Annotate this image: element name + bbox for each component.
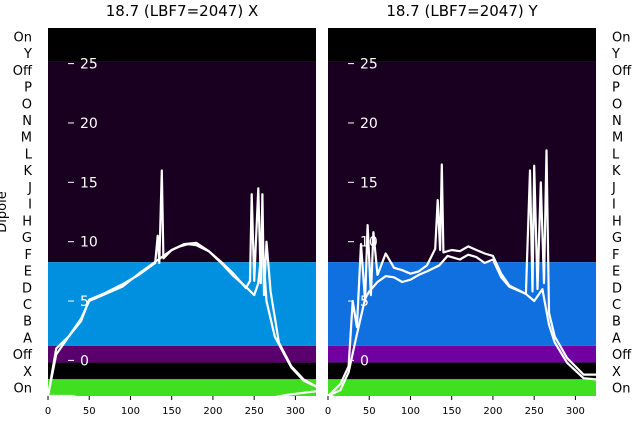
row-label: On (14, 382, 32, 397)
row-label: Y (23, 47, 32, 62)
row-label: O (22, 97, 32, 112)
row-label: C (23, 298, 32, 313)
row-label: H (22, 214, 32, 229)
row-label: D (22, 281, 32, 296)
row-label: M (612, 131, 623, 146)
row-label: I (28, 198, 32, 213)
overlay-tick-label: 10 (80, 235, 98, 251)
series-group (48, 169, 316, 396)
heatmap-band-5 (328, 362, 596, 380)
series-line-3 (328, 394, 336, 396)
x-tick-label: 150 (442, 406, 461, 417)
heatmap-band-6 (328, 379, 596, 396)
row-label: On (612, 382, 630, 397)
row-label: Off (13, 64, 33, 79)
row-label: F (612, 248, 619, 263)
row-label: J (611, 181, 616, 196)
row-label: B (23, 315, 32, 330)
series-group (328, 149, 596, 396)
series-line-1 (328, 253, 596, 396)
heatmap-band-1 (328, 28, 596, 62)
row-label: L (25, 147, 33, 162)
x-tick-label: 100 (121, 406, 140, 417)
row-label: E (24, 265, 32, 280)
x-tick-label: 50 (83, 406, 96, 417)
row-label: G (22, 231, 32, 246)
row-label: On (612, 30, 630, 45)
row-label: X (23, 365, 32, 380)
row-label: G (612, 231, 622, 246)
x-tick-label: 0 (325, 406, 331, 417)
overlay-tick-label: 20 (360, 116, 378, 132)
x-tick-label: 200 (483, 406, 502, 417)
row-label: E (612, 265, 620, 280)
row-label: F (25, 248, 32, 263)
y-axis-label: Dipole (0, 191, 10, 232)
row-label: On (14, 30, 32, 45)
row-label: C (612, 298, 621, 313)
chart-title: 18.7 (LBF7=2047) Y (386, 2, 538, 20)
x-tick-label: 200 (203, 406, 222, 417)
chart-title: 18.7 (LBF7=2047) X (106, 2, 258, 20)
x-tick-label: 250 (245, 406, 264, 417)
row-label: Off (612, 348, 632, 363)
heatmap-band-3 (48, 262, 316, 346)
x-tick-label: 100 (401, 406, 420, 417)
row-label: K (612, 164, 621, 179)
row-label: X (612, 365, 621, 380)
overlay-tick-label: 20 (80, 116, 98, 132)
x-tick-label: 150 (162, 406, 181, 417)
row-label: A (612, 331, 621, 346)
heatmap-band-2 (328, 61, 596, 263)
row-label: H (612, 214, 622, 229)
overlay-tick-label: 15 (80, 175, 98, 191)
heatmap-band-4 (48, 345, 316, 363)
series-line-2 (48, 169, 316, 396)
row-label: O (612, 97, 622, 112)
overlay-tick-label: 25 (80, 57, 98, 73)
row-label: B (612, 315, 621, 330)
heatmap-band-4 (328, 345, 596, 363)
x-tick-label: 300 (566, 406, 585, 417)
row-label: Y (611, 47, 620, 62)
x-tick-label: 50 (363, 406, 376, 417)
row-label: N (22, 114, 32, 129)
row-label: A (23, 331, 32, 346)
heatmap-band-2 (48, 61, 316, 263)
overlay-tick-label: 0 (360, 353, 369, 369)
x-tick-label: 0 (45, 406, 51, 417)
row-label: D (612, 281, 622, 296)
row-label: P (24, 81, 32, 96)
row-label: K (23, 164, 32, 179)
heatmap-band-6 (48, 379, 316, 396)
heatmap-band-5 (48, 362, 316, 380)
row-label: J (27, 181, 32, 196)
overlay-tick-label: 25 (360, 57, 378, 73)
row-label: I (612, 198, 616, 213)
row-label: M (21, 131, 32, 146)
overlay-tick-label: 15 (360, 175, 378, 191)
series-line-2 (328, 149, 596, 396)
x-tick-label: 250 (525, 406, 544, 417)
row-label: N (612, 114, 622, 129)
heatmap-band-1 (48, 28, 316, 62)
overlay-tick-label: 5 (80, 294, 89, 310)
overlay-tick-label: 0 (80, 353, 89, 369)
row-label: Off (612, 64, 632, 79)
row-label: L (612, 147, 620, 162)
x-tick-label: 300 (286, 406, 305, 417)
row-label: P (612, 81, 620, 96)
row-label: Off (13, 348, 33, 363)
